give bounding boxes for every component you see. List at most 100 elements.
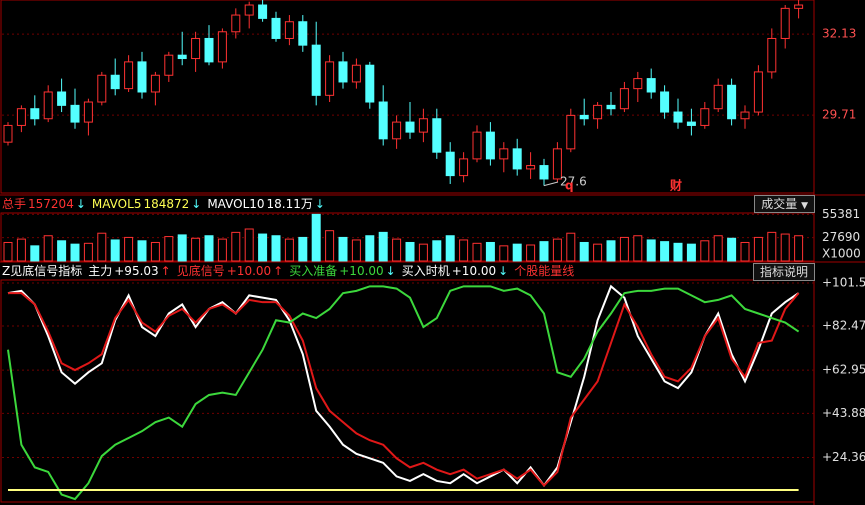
candle-body: [137, 61, 147, 93]
volume-bar: [231, 231, 241, 262]
candle-body: [298, 21, 308, 46]
event-marker: 财: [669, 178, 682, 193]
volume-bar: [445, 235, 455, 262]
volume-bar: [593, 243, 603, 262]
candle-body: [606, 104, 616, 110]
candle-body: [244, 4, 254, 16]
candle-body: [217, 31, 227, 63]
candle-body: [150, 74, 160, 93]
volume-bar: [780, 233, 790, 262]
candle-body: [499, 148, 509, 160]
help-label[interactable]: 指标说明: [759, 265, 808, 279]
volume-bar: [646, 239, 656, 262]
volume-bar: [124, 236, 134, 262]
y-tick-label: 27690: [822, 230, 860, 244]
candle-body: [30, 108, 40, 120]
legend-arrow: ↑: [273, 264, 284, 278]
volume-bar: [298, 236, 308, 262]
y-tick-label: 55381: [822, 207, 860, 221]
low-label: 27.6: [560, 175, 587, 189]
low-pointer: [543, 181, 559, 187]
candle-body: [753, 71, 763, 113]
help-button[interactable]: 指标说明: [752, 263, 815, 281]
volume-bar: [740, 241, 750, 262]
y-tick-label: +101.5: [822, 275, 865, 289]
volume-bar: [43, 235, 53, 262]
volume-bar: [405, 241, 415, 262]
legend-value: +10.00: [226, 264, 272, 278]
candle-body: [405, 121, 415, 133]
legend-name: 总手: [2, 197, 27, 211]
volume-bar: [258, 233, 268, 262]
candle-body: [110, 74, 120, 90]
candle-body: [673, 111, 683, 123]
legend-arrow: ↓: [314, 197, 325, 211]
candle-body: [258, 4, 268, 19]
volume-bar: [378, 231, 388, 262]
y-tick-label: +24.36: [822, 450, 865, 464]
unit-label: X1000: [822, 247, 861, 261]
volume-bar: [579, 241, 589, 262]
volume-bar: [351, 239, 361, 262]
legend-value: 157204: [28, 197, 74, 211]
legend-arrow: ↓: [498, 264, 509, 278]
candle-body: [713, 84, 723, 110]
volume-bar: [83, 242, 93, 262]
candle-body: [43, 91, 53, 120]
legend-name: MAVOL5: [91, 197, 142, 211]
volume-bar: [191, 237, 201, 262]
candle-body: [204, 37, 214, 63]
volume-bar: [485, 241, 495, 262]
candle-body: [231, 14, 241, 33]
menu-label[interactable]: 成交量: [761, 197, 798, 211]
candle-body: [311, 44, 321, 96]
volume-menu[interactable]: 成交量 ▼: [754, 195, 815, 213]
legend-arrow: ↓: [191, 197, 202, 211]
indicator-legend: Z见底信号指标 主力 +95.03 ↑ 见底信号 +10.00 ↑ 买入准备 +10.00 ↓ 买入…: [2, 263, 574, 280]
volume-bar: [686, 243, 696, 262]
candle-body: [445, 151, 455, 177]
volume-bar: [164, 236, 174, 262]
candle-body: [16, 108, 26, 126]
volume-bar: [539, 241, 549, 262]
candle-body: [780, 7, 790, 39]
volume-bar: [459, 239, 469, 262]
volume-bar: [365, 235, 375, 262]
candle-body: [767, 37, 777, 73]
candle-body: [124, 61, 134, 90]
legend-extra: 个股能量线: [514, 264, 575, 278]
y-tick-label: +43.88: [822, 406, 865, 420]
volume-bar: [57, 240, 67, 262]
volume-legend: 总手 157204 ↓ MAVOL5 184872 ↓ MAVOL10 18.11万 ↓: [2, 196, 325, 213]
candle-body: [271, 17, 281, 39]
volume-bar: [499, 245, 509, 262]
indicator-line: [7, 285, 800, 501]
candle-body: [472, 131, 482, 160]
volume-bar: [673, 242, 683, 262]
volume-bar: [30, 245, 40, 262]
volume-bar: [338, 236, 348, 262]
volume-bar: [311, 213, 321, 262]
volume-bar: [472, 242, 482, 262]
legend-value: 18.11万: [266, 197, 313, 211]
y-tick-label: +82.47: [822, 319, 865, 333]
legend-value: +95.03: [114, 264, 159, 278]
candle-body: [338, 61, 348, 83]
volume-bar: [70, 243, 80, 262]
candle-body: [566, 114, 576, 150]
candle-body: [164, 54, 174, 76]
candle-body: [727, 84, 737, 120]
candle-body: [593, 104, 603, 120]
candle-body: [325, 61, 335, 96]
candle-body: [646, 78, 656, 93]
candle-body: [3, 124, 13, 143]
volume-bar: [204, 235, 214, 262]
legend-name: 主力: [88, 264, 113, 278]
candle-body: [619, 88, 629, 110]
legend-value: +10.00: [339, 264, 384, 278]
candle-body: [633, 78, 643, 90]
volume-bar: [660, 241, 670, 262]
candle-body: [351, 64, 361, 83]
candle-body: [459, 158, 469, 177]
